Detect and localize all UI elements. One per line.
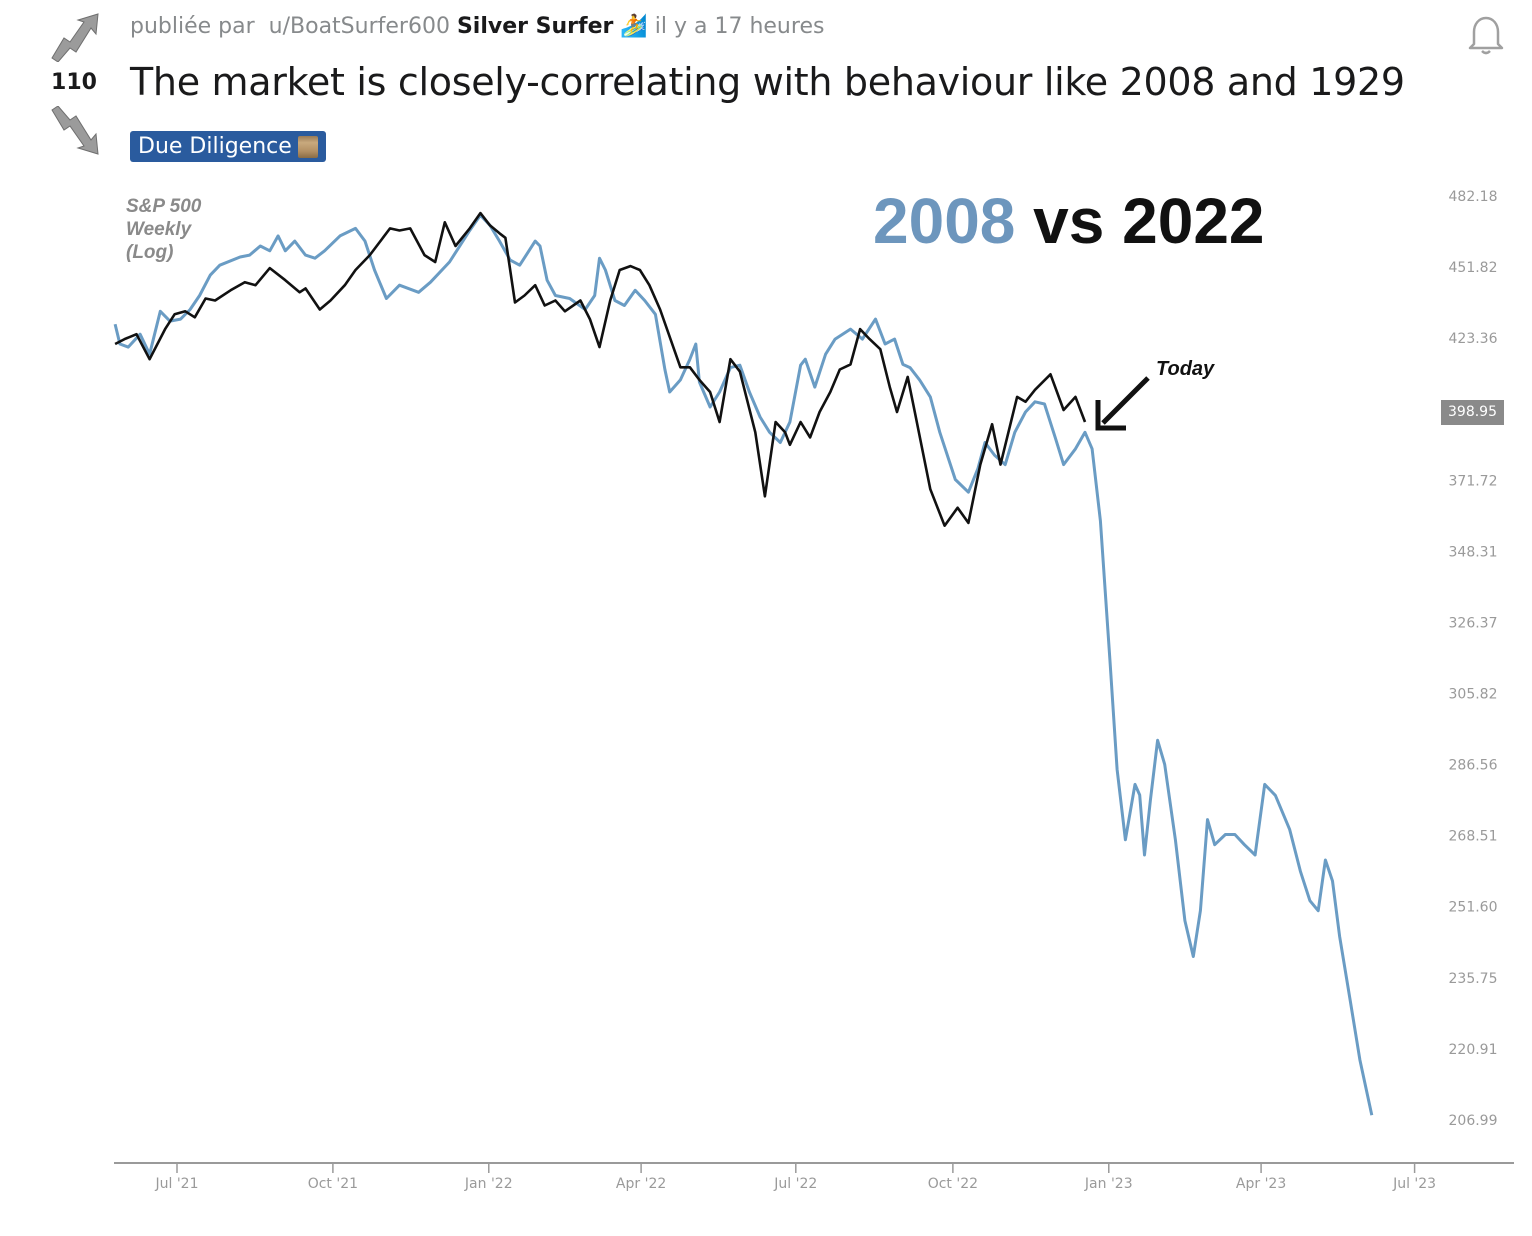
chart-subtitle: S&P 500 Weekly (Log) [126, 195, 201, 264]
chart-title-2022: vs 2022 [1033, 185, 1265, 257]
author-link[interactable]: u/BoatSurfer600 [268, 14, 450, 39]
y-tick-label: 482.18 [1449, 189, 1498, 205]
x-tick-label: Jul '21 [154, 1176, 198, 1192]
post-flair-badge[interactable]: Due Diligence [130, 131, 326, 162]
y-tick-label: 348.31 [1449, 544, 1498, 560]
x-tick-label: Oct '21 [308, 1176, 358, 1192]
series-line-2022 [114, 211, 1087, 527]
x-tick-label: Jul '22 [773, 1176, 817, 1192]
y-tick-label: 326.37 [1449, 615, 1498, 631]
downvote-arrow-icon [51, 105, 99, 155]
posted-by-prefix: publiée par [130, 14, 255, 39]
subtitle-line: S&P 500 [126, 196, 202, 217]
post-flair-label: Due Diligence [138, 134, 292, 159]
surfer-emoji: 🏄 [620, 14, 648, 39]
vote-score: 110 [51, 70, 97, 95]
notification-bell-button[interactable] [1464, 12, 1508, 60]
x-tick-label: Jul '23 [1392, 1176, 1436, 1192]
x-tick-label: Jan '22 [464, 1176, 513, 1192]
downvote-button[interactable] [46, 105, 102, 160]
subtitle-line: (Log) [126, 242, 174, 263]
y-tick-label: 220.91 [1449, 1042, 1498, 1058]
today-arrow-icon [1095, 376, 1150, 431]
scroll-icon [297, 135, 318, 158]
post-title[interactable]: The market is closely-correlating with b… [130, 60, 1405, 104]
y-tick-label: 235.75 [1449, 971, 1498, 987]
subtitle-line: Weekly [126, 219, 192, 240]
x-tick-label: Jan '23 [1084, 1176, 1133, 1192]
y-tick-label: 251.60 [1449, 900, 1498, 916]
y-tick-label: 286.56 [1449, 758, 1498, 774]
y-tick-label: 206.99 [1449, 1113, 1498, 1129]
upvote-button[interactable] [46, 12, 102, 66]
y-tick-label: 371.72 [1449, 473, 1498, 489]
y-tick-label: 268.51 [1449, 829, 1498, 845]
y-tick-label: 305.82 [1449, 687, 1498, 703]
upvote-arrow-icon [51, 13, 99, 63]
y-tick-label: 423.36 [1449, 331, 1498, 347]
current-value-badge: 398.95 [1441, 400, 1504, 425]
today-annotation: Today [1156, 358, 1215, 380]
chart-title: 2008 vs 2022 [873, 184, 1265, 258]
bell-icon [1468, 16, 1504, 55]
x-tick-label: Apr '23 [1236, 1176, 1286, 1192]
x-tick-label: Oct '22 [928, 1176, 978, 1192]
post-meta: publiée par u/BoatSurfer600 Silver Surfe… [130, 14, 824, 39]
user-flair: Silver Surfer [456, 14, 614, 39]
x-tick-label: Apr '22 [616, 1176, 666, 1192]
series-line-2008 [113, 213, 1374, 1116]
y-tick-label: 451.82 [1449, 260, 1498, 276]
chart-title-2008: 2008 [873, 185, 1016, 257]
post-time: il y a 17 heures [654, 14, 825, 39]
